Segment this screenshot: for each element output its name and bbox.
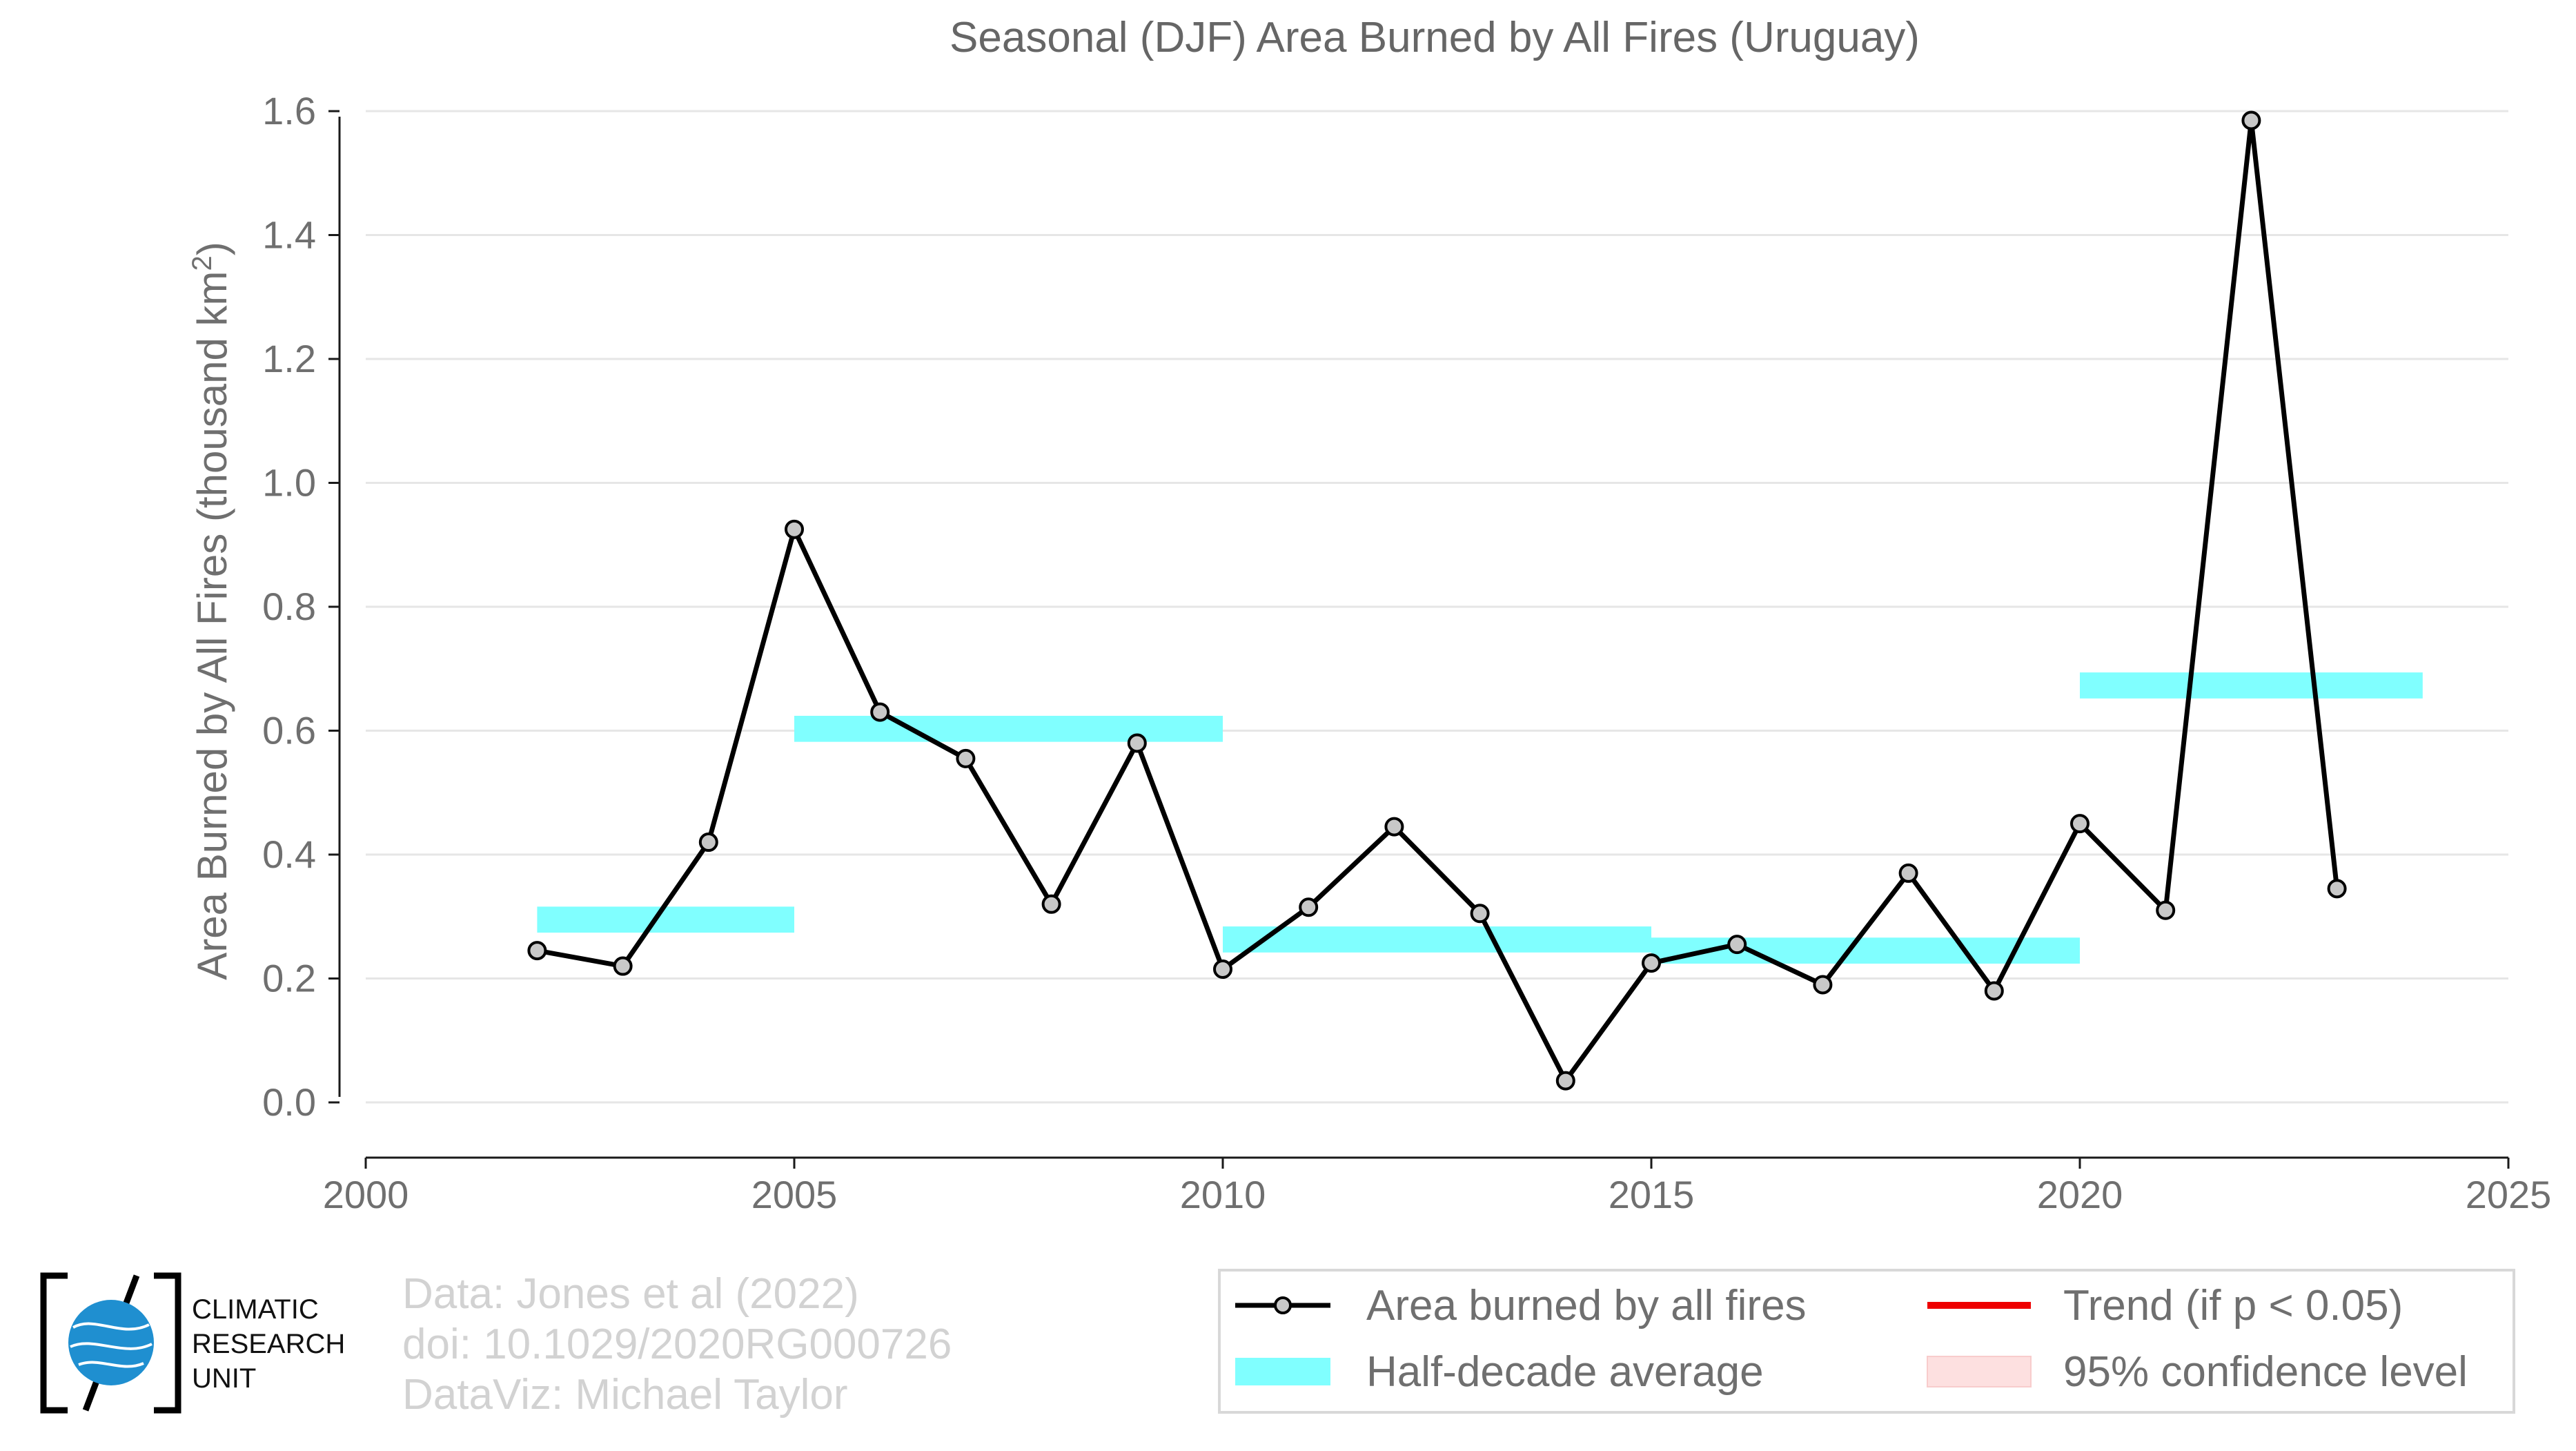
y-tick-label: 1.2 <box>262 337 316 380</box>
legend-series-marker-swatch <box>1274 1296 1292 1314</box>
y-tick-label: 0.2 <box>262 957 316 1000</box>
legend: Area burned by all fires Trend (if p < 0… <box>1218 1269 2515 1414</box>
y-gridlines <box>366 110 2508 1104</box>
y-tick-label: 0.6 <box>262 709 316 752</box>
y-tick-label: 1.4 <box>262 213 316 257</box>
y-tick-label: 1.0 <box>262 461 316 505</box>
half-decade-average-bar <box>1223 926 1651 953</box>
legend-frame <box>1218 1269 2515 1414</box>
data-point <box>1127 733 1147 753</box>
y-tick-label: 0.8 <box>262 585 316 628</box>
area-burned-series <box>527 110 2347 1091</box>
legend-half-decade-swatch <box>1235 1358 1330 1385</box>
half-decade-average-bar <box>2080 672 2423 699</box>
y-axis-title: Area Burned by All Fires (thousand km2) <box>187 242 235 980</box>
half-decade-average-bar <box>537 906 794 933</box>
data-point <box>1213 960 1232 980</box>
y-tick-label: 0.0 <box>262 1080 316 1124</box>
data-point <box>1470 904 1490 924</box>
y-axis-ticks: 0.0 0.2 0.4 0.6 0.8 1.0 1.2 1.4 1.6 <box>262 89 341 1124</box>
data-point <box>1727 935 1747 955</box>
data-credits: Data: Jones et al (2022) doi: 10.1029/20… <box>402 1269 952 1420</box>
y-tick-label: 1.6 <box>262 89 316 133</box>
data-point <box>1555 1071 1575 1091</box>
x-tick-label: 2025 <box>2466 1173 2552 1216</box>
y-tick-label: 0.4 <box>262 832 316 876</box>
x-tick-label: 2000 <box>323 1173 409 1216</box>
data-point <box>785 519 804 539</box>
legend-label-trend: Trend (if p < 0.05) <box>2063 1282 2403 1330</box>
x-tick-label: 2015 <box>1609 1173 1695 1216</box>
credit-doi: doi: 10.1029/2020RG000726 <box>402 1321 952 1368</box>
credit-dataviz: DataViz: Michael Taylor <box>402 1371 848 1419</box>
legend-label-area-burned: Area burned by all fires <box>1366 1282 1807 1330</box>
data-point <box>2070 814 2090 834</box>
series-line <box>536 117 2340 1084</box>
data-point <box>1642 953 1661 973</box>
data-point <box>1041 894 1061 914</box>
x-tick-label: 2010 <box>1180 1173 1266 1216</box>
data-point <box>2241 110 2261 130</box>
data-point <box>870 702 890 722</box>
cru-logo-icon <box>40 1272 181 1414</box>
x-axis: 2000 2005 2010 2015 2020 2025 <box>323 1156 2552 1216</box>
data-point <box>956 748 976 768</box>
cru-logo-text: CLIMATIC RESEARCH UNIT <box>192 1294 346 1394</box>
half-decade-average-bar <box>794 715 1223 742</box>
x-tick-label: 2005 <box>751 1173 838 1216</box>
legend-confidence-swatch <box>1927 1356 2032 1387</box>
data-point <box>527 941 547 961</box>
data-point <box>1299 897 1319 917</box>
chart-title: Seasonal (DJF) Area Burned by All Fires … <box>950 14 1920 61</box>
legend-label-confidence: 95% confidence level <box>2063 1348 2468 1396</box>
credit-data-source: Data: Jones et al (2022) <box>402 1270 859 1318</box>
data-point <box>1384 817 1404 837</box>
data-point <box>2327 879 2347 899</box>
data-point <box>698 832 718 853</box>
data-point <box>1898 863 1918 883</box>
data-point <box>2156 900 2176 920</box>
data-point <box>1813 975 1833 995</box>
x-tick-label: 2020 <box>2037 1173 2123 1216</box>
data-point <box>1984 981 2004 1001</box>
legend-label-half-decade: Half-decade average <box>1366 1348 1764 1396</box>
data-point <box>613 956 633 976</box>
